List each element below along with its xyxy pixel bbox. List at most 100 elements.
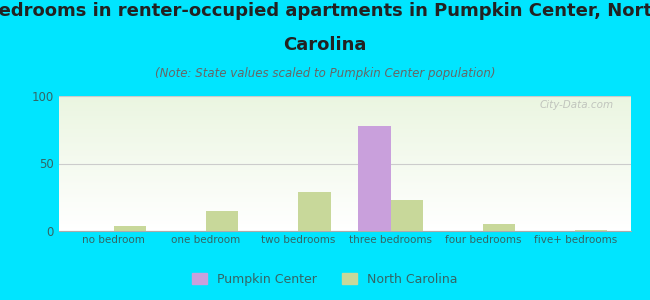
Bar — [58, 172, 630, 173]
Bar — [58, 168, 630, 169]
Bar — [58, 105, 630, 106]
Bar — [58, 100, 630, 101]
Bar — [58, 170, 630, 171]
Bar — [58, 204, 630, 205]
Bar — [58, 185, 630, 186]
Bar — [58, 149, 630, 150]
Bar — [58, 106, 630, 107]
Bar — [58, 145, 630, 146]
Bar — [58, 130, 630, 131]
Bar — [58, 201, 630, 202]
Bar — [58, 213, 630, 214]
Bar — [58, 220, 630, 221]
Bar — [58, 203, 630, 204]
Bar — [483, 224, 515, 231]
Bar — [58, 111, 630, 112]
Text: City-Data.com: City-Data.com — [540, 100, 614, 110]
Bar — [58, 108, 630, 109]
Bar — [206, 211, 239, 231]
Bar — [58, 153, 630, 154]
Bar — [58, 137, 630, 138]
Bar — [58, 224, 630, 225]
Bar — [58, 114, 630, 115]
Bar — [58, 120, 630, 121]
Bar — [58, 197, 630, 198]
Bar — [58, 181, 630, 182]
Bar — [58, 138, 630, 139]
Bar — [58, 159, 630, 160]
Bar — [58, 174, 630, 175]
Bar — [58, 194, 630, 195]
Bar — [58, 171, 630, 172]
Bar — [58, 101, 630, 102]
Bar — [58, 187, 630, 188]
Bar — [58, 219, 630, 220]
Bar — [58, 196, 630, 197]
Bar — [58, 122, 630, 123]
Bar — [58, 134, 630, 135]
Bar — [58, 151, 630, 152]
Bar — [58, 148, 630, 149]
Bar — [114, 226, 146, 231]
Bar — [58, 132, 630, 133]
Bar — [58, 129, 630, 130]
Bar — [58, 117, 630, 118]
Bar — [58, 223, 630, 224]
Bar — [58, 139, 630, 140]
Bar — [58, 230, 630, 231]
Bar — [58, 215, 630, 216]
Bar — [58, 156, 630, 157]
Bar — [58, 193, 630, 194]
Bar — [58, 157, 630, 158]
Bar — [58, 225, 630, 226]
Text: Carolina: Carolina — [283, 36, 367, 54]
Bar — [58, 229, 630, 230]
Bar — [58, 218, 630, 219]
Bar — [58, 143, 630, 144]
Bar — [58, 205, 630, 206]
Bar — [58, 128, 630, 129]
Bar — [58, 226, 630, 227]
Bar — [58, 162, 630, 163]
Bar — [58, 186, 630, 187]
Bar — [58, 135, 630, 136]
Bar — [58, 163, 630, 164]
Bar — [58, 191, 630, 192]
Bar — [58, 104, 630, 105]
Bar — [58, 144, 630, 145]
Bar — [58, 112, 630, 113]
Bar — [58, 178, 630, 179]
Bar — [58, 216, 630, 217]
Bar — [391, 200, 423, 231]
Bar — [58, 142, 630, 143]
Bar — [58, 169, 630, 170]
Bar — [58, 107, 630, 108]
Bar — [58, 202, 630, 203]
Bar — [58, 164, 630, 165]
Bar — [58, 118, 630, 119]
Bar — [58, 102, 630, 103]
Bar — [58, 160, 630, 161]
Bar — [298, 192, 331, 231]
Bar — [58, 183, 630, 184]
Bar — [58, 167, 630, 168]
Bar — [58, 146, 630, 147]
Bar — [58, 158, 630, 159]
Bar — [58, 147, 630, 148]
Bar — [58, 177, 630, 178]
Bar — [58, 126, 630, 127]
Bar — [58, 123, 630, 124]
Bar — [58, 184, 630, 185]
Bar — [58, 109, 630, 110]
Bar — [58, 198, 630, 199]
Bar — [58, 176, 630, 177]
Bar — [58, 136, 630, 137]
Bar — [58, 180, 630, 181]
Bar — [58, 155, 630, 156]
Bar — [58, 182, 630, 183]
Bar — [58, 125, 630, 126]
Bar — [58, 208, 630, 209]
Bar — [58, 169, 630, 170]
Bar — [58, 212, 630, 213]
Bar — [58, 195, 630, 196]
